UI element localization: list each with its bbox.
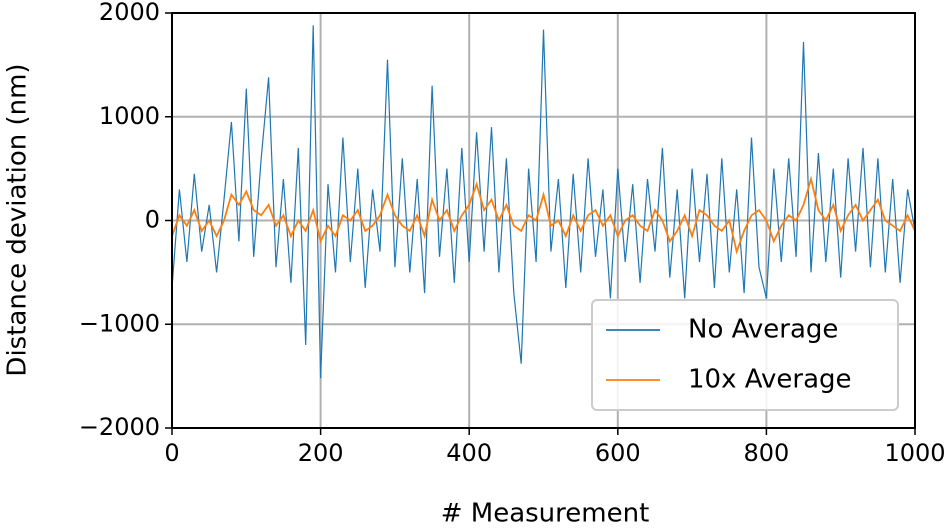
x-axis-label: # Measurement bbox=[441, 499, 650, 529]
y-tick-label: 1000 bbox=[99, 102, 160, 130]
x-tick-label: 1000 bbox=[884, 439, 945, 467]
y-axis-label: Distance deviation (nm) bbox=[3, 63, 33, 376]
y-tick-label: 0 bbox=[145, 206, 160, 234]
data-line bbox=[171, 175, 916, 255]
y-tick-label: −2000 bbox=[79, 413, 160, 441]
legend-label: No Average bbox=[688, 315, 838, 345]
x-tick-label: 600 bbox=[595, 439, 641, 467]
y-tick-label: −1000 bbox=[79, 309, 160, 337]
legend-label: 10x Average bbox=[688, 365, 852, 395]
x-tick-label: 800 bbox=[743, 439, 789, 467]
data-line bbox=[171, 25, 916, 379]
axes-frame bbox=[171, 12, 916, 429]
legend-box bbox=[591, 299, 899, 411]
x-tick-label: 200 bbox=[298, 439, 344, 467]
y-tick-label: 2000 bbox=[99, 0, 160, 26]
x-tick-label: 400 bbox=[446, 439, 492, 467]
x-tick-label: 0 bbox=[164, 439, 179, 467]
